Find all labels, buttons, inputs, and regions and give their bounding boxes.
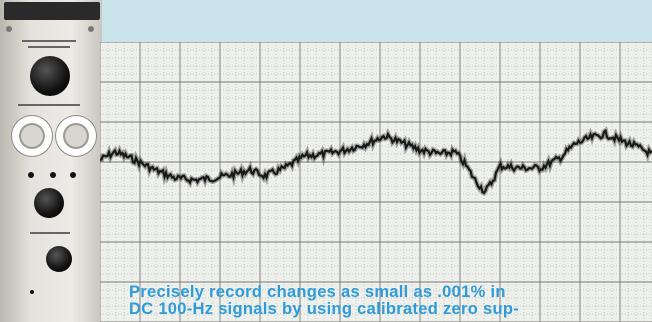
panel-marking	[30, 232, 70, 234]
signal-trace-path	[100, 128, 652, 195]
left-input-connector	[12, 116, 52, 156]
range-knob[interactable]	[30, 56, 70, 96]
panel-header-strip	[4, 2, 100, 20]
fine-adjust-knob[interactable]	[46, 246, 72, 272]
indicator-dot	[50, 172, 56, 178]
zero-suppression-knob[interactable]	[34, 188, 64, 218]
panel-marking	[18, 104, 80, 106]
caption-text: Precisely record changes as small as .00…	[129, 284, 649, 318]
recorded-signal-trace	[100, 126, 652, 197]
recorder-chart-svg	[100, 42, 652, 322]
signal-trace-noise-band	[100, 126, 652, 197]
indicator-dot	[30, 290, 34, 294]
indicator-dot	[70, 172, 76, 178]
caption-line-2: DC 100-Hz signals by using calibrated ze…	[129, 300, 520, 318]
screw	[88, 26, 94, 32]
chart-paper	[100, 42, 652, 322]
screw	[6, 26, 12, 32]
instrument-panel	[0, 0, 102, 322]
indicator-dot	[28, 172, 34, 178]
panel-marking	[28, 46, 70, 48]
caption-line-1: Precisely record changes as small as .00…	[129, 283, 506, 301]
chart-grid	[100, 42, 652, 322]
panel-marking	[22, 40, 76, 42]
right-input-connector	[56, 116, 96, 156]
